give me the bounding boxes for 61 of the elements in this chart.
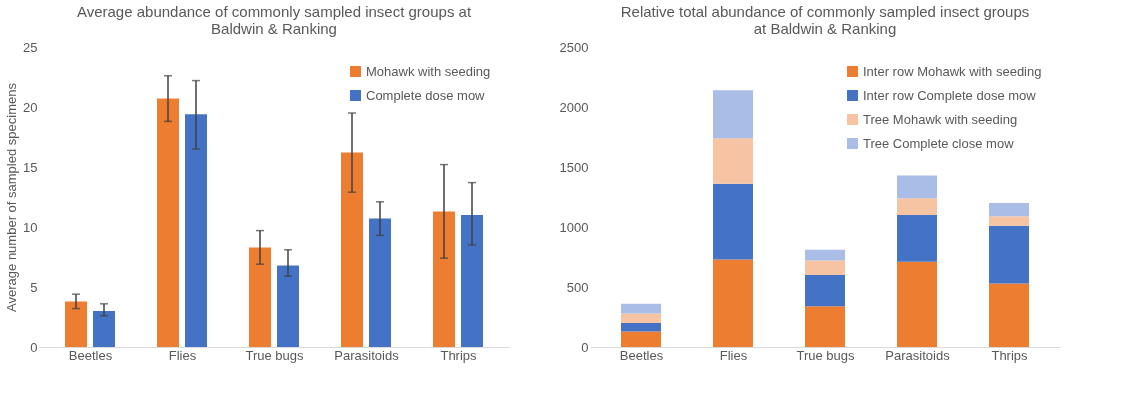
y-tick-label: 2000 [559, 99, 589, 115]
bar [369, 218, 391, 347]
legend-label: Tree Complete close mow [863, 135, 1015, 151]
x-tick-label: Flies [719, 347, 748, 363]
bar [897, 198, 937, 215]
legend-label: Complete dose mow [366, 87, 486, 103]
legend-label: Inter row Complete dose mow [863, 87, 1037, 103]
bar [249, 247, 271, 347]
bar [621, 303, 661, 314]
bar [433, 211, 455, 347]
bar [341, 152, 363, 347]
legend-label: Inter row Mohawk with seeding [863, 63, 1042, 79]
y-tick-label: 5 [30, 279, 38, 295]
bar [805, 249, 845, 261]
bar [805, 306, 845, 347]
bar [185, 114, 207, 347]
x-tick-label: True bugs [796, 347, 856, 363]
bar [897, 215, 937, 262]
y-tick-label: 25 [23, 39, 38, 55]
bar [621, 323, 661, 332]
x-tick-label: True bugs [245, 347, 305, 363]
y-tick-label: 0 [581, 339, 589, 355]
bar [157, 98, 179, 347]
bar [805, 275, 845, 307]
legend-label: Mohawk with seeding [366, 63, 491, 79]
bar [713, 90, 753, 139]
bar [805, 260, 845, 275]
bar [713, 138, 753, 184]
x-tick-label: Parasitoids [334, 347, 400, 363]
x-tick-label: Beetles [619, 347, 664, 363]
bar [461, 215, 483, 347]
y-tick-label: 20 [23, 99, 38, 115]
bar [713, 183, 753, 260]
x-tick-label: Thrips [440, 347, 478, 363]
bar [897, 175, 937, 199]
y-tick-label: 1500 [559, 159, 589, 175]
bar [65, 301, 87, 347]
y-tick-label: 10 [23, 219, 38, 235]
bar [93, 311, 115, 347]
bar [621, 331, 661, 347]
bar [277, 265, 299, 347]
bar [989, 216, 1029, 226]
x-tick-label: Beetles [68, 347, 113, 363]
y-tick-label: 15 [23, 159, 38, 175]
bar [989, 203, 1029, 217]
bar [713, 259, 753, 347]
y-tick-label: 500 [566, 279, 589, 295]
y-tick-label: 1000 [559, 219, 589, 235]
x-tick-label: Thrips [991, 347, 1029, 363]
y-tick-label: 2500 [559, 39, 589, 55]
x-tick-label: Parasitoids [885, 347, 951, 363]
y-tick-label: 0 [30, 339, 38, 355]
legend-label: Tree Mohawk with seeding [863, 111, 1018, 127]
bar [621, 313, 661, 323]
bar [897, 261, 937, 347]
bar [989, 283, 1029, 347]
y-axis-title: Average number of sampled specimens [4, 82, 20, 312]
chart-title: Average abundance of commonly sampled insect groups at Baldwin & Ranking [76, 3, 472, 37]
bar [989, 225, 1029, 284]
x-tick-label: Flies [168, 347, 197, 363]
chart-title: Relative total abundance of commonly sampled insect groups at Baldwin & Ranking [620, 3, 1030, 37]
